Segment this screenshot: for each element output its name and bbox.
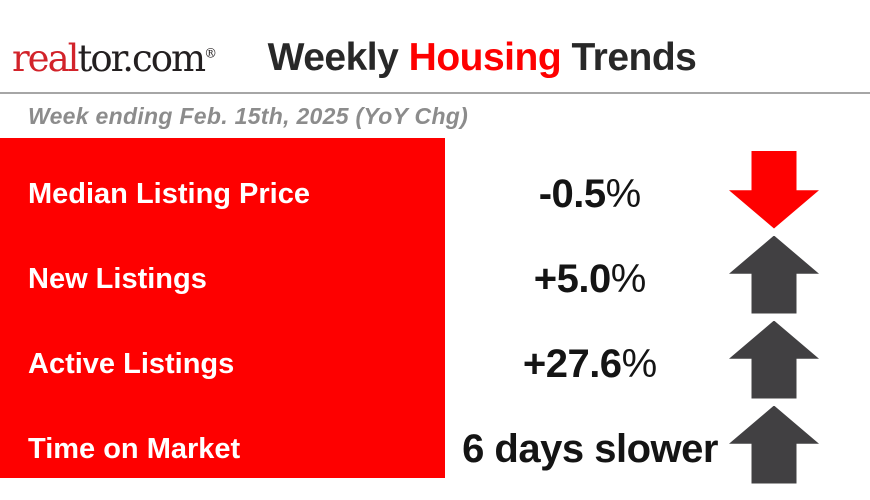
metric-value-new-listings: +5.0% — [445, 223, 735, 308]
metric-arrow-cell — [729, 223, 835, 314]
metric-value-active-listings: +27.6% — [445, 308, 735, 393]
week-ending-subtitle: Week ending Feb. 15th, 2025 (YoY Chg) — [28, 103, 469, 129]
metric-label-active-listings: Active Listings — [0, 308, 445, 393]
metric-value-time-on-market: 6 days slower — [445, 393, 735, 478]
arrow-up-icon — [729, 320, 819, 399]
metrics-table: Median Listing Price -0.5% New Listings … — [0, 138, 870, 484]
metric-label-time-on-market: Time on Market — [0, 393, 445, 478]
metric-value-text: +27.6% — [523, 342, 657, 387]
value-number: 6 days slower — [462, 427, 718, 471]
row-spacer — [835, 223, 870, 308]
value-number: +27.6 — [522, 342, 622, 386]
value-number: -0.5 — [538, 172, 606, 216]
metric-label-text: New Listings — [28, 263, 207, 295]
row-spacer — [835, 393, 870, 478]
title-highlight: Housing — [408, 36, 562, 79]
metric-value-text: +5.0% — [534, 257, 647, 302]
metric-value-text: 6 days slower — [462, 427, 718, 472]
row-spacer — [835, 138, 870, 223]
value-unit: % — [605, 172, 642, 216]
metric-arrow-cell — [729, 308, 835, 399]
metric-label-text: Active Listings — [28, 348, 235, 380]
arrow-down-icon — [729, 150, 819, 229]
arrow-up-icon — [729, 405, 819, 484]
value-number: +5.0 — [533, 257, 611, 301]
title-post: Trends — [561, 36, 697, 79]
metric-label-text: Time on Market — [28, 433, 241, 465]
value-unit: % — [610, 257, 647, 301]
registered-trademark-symbol: ® — [204, 46, 218, 62]
title-pre: Weekly — [267, 36, 409, 79]
metric-arrow-cell — [729, 393, 835, 484]
logo-dark-text: tor.com — [77, 37, 206, 80]
header-divider — [0, 92, 870, 94]
metric-arrow-cell — [729, 138, 835, 229]
page-title: Weekly Housing Trends — [268, 36, 697, 81]
row-spacer — [835, 308, 870, 393]
value-unit: % — [621, 342, 658, 386]
metric-value-median-listing-price: -0.5% — [445, 138, 735, 223]
logo-red-text: real — [12, 37, 79, 80]
metric-label-median-listing-price: Median Listing Price — [0, 138, 445, 223]
metric-value-text: -0.5% — [539, 172, 642, 217]
realtor-logo: realtor.com® — [12, 40, 217, 77]
arrow-up-icon — [729, 235, 819, 314]
metric-label-text: Median Listing Price — [28, 178, 310, 210]
metric-label-new-listings: New Listings — [0, 223, 445, 308]
